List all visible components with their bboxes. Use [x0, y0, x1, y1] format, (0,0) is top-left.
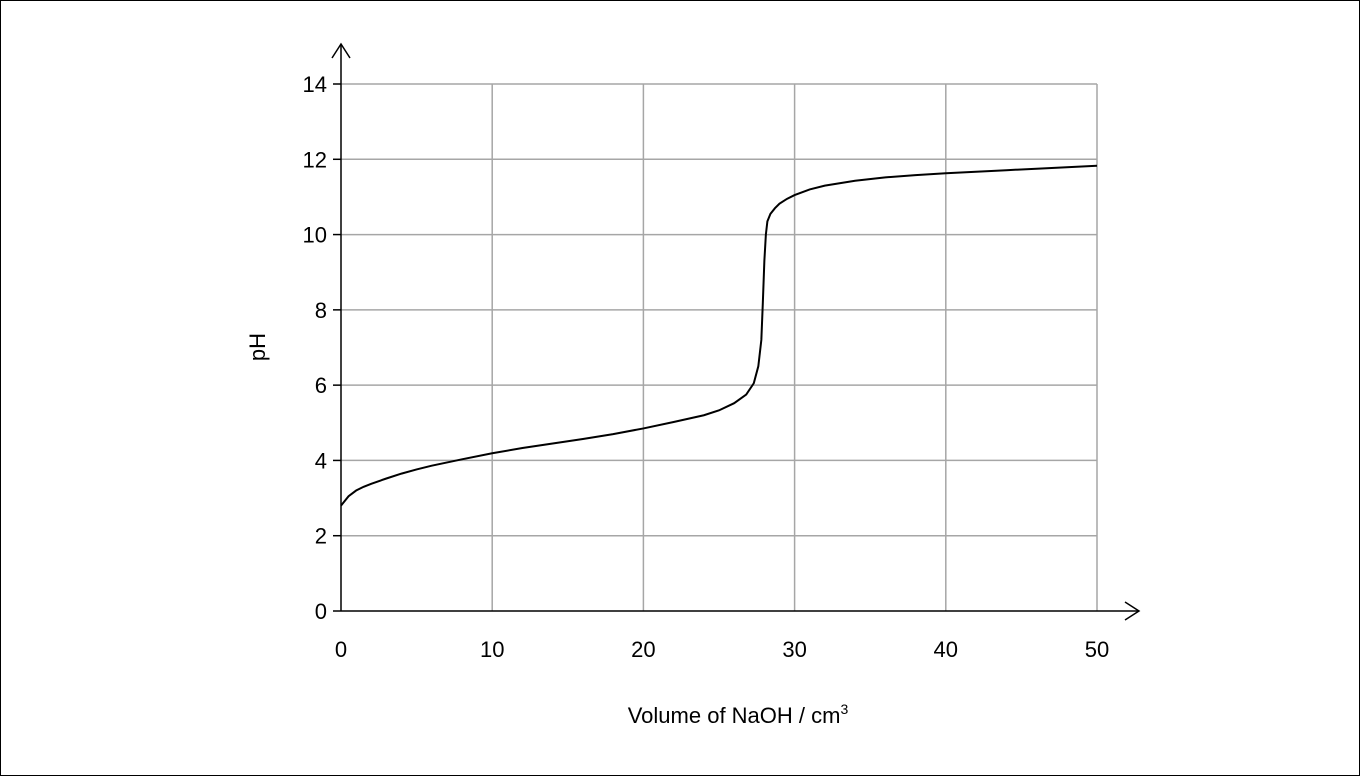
x-tick-label-30: 30 — [782, 637, 806, 662]
tick-labels: 0 10 20 30 40 50 0 2 4 6 8 10 12 14 — [303, 72, 1110, 662]
x-tick-label-20: 20 — [631, 637, 655, 662]
y-tick-label-14: 14 — [303, 72, 327, 97]
y-tick-label-2: 2 — [315, 524, 327, 549]
grid-lines — [341, 83, 1098, 611]
y-axis-label: pH — [245, 333, 270, 361]
x-tick-label-0: 0 — [335, 637, 347, 662]
y-tick-label-8: 8 — [315, 298, 327, 323]
y-tick-label-4: 4 — [315, 448, 327, 473]
axes — [331, 42, 1141, 621]
x-axis-arrowhead — [1124, 601, 1141, 621]
ph-titration-curve — [340, 164, 1098, 507]
y-tick-label-10: 10 — [303, 223, 327, 248]
x-tick-label-40: 40 — [934, 637, 958, 662]
y-tick-label-0: 0 — [315, 599, 327, 624]
x-tick-label-50: 50 — [1085, 637, 1109, 662]
y-tick-label-6: 6 — [315, 373, 327, 398]
x-axis-label-text: Volume of NaOH / cm — [628, 703, 841, 728]
x-tick-label-10: 10 — [480, 637, 504, 662]
y-tick-label-12: 12 — [303, 147, 327, 172]
x-axis-label-superscript: 3 — [840, 701, 848, 717]
x-axis-label: Volume of NaOH / cm3 — [628, 701, 849, 728]
y-axis-arrowhead — [331, 42, 351, 59]
